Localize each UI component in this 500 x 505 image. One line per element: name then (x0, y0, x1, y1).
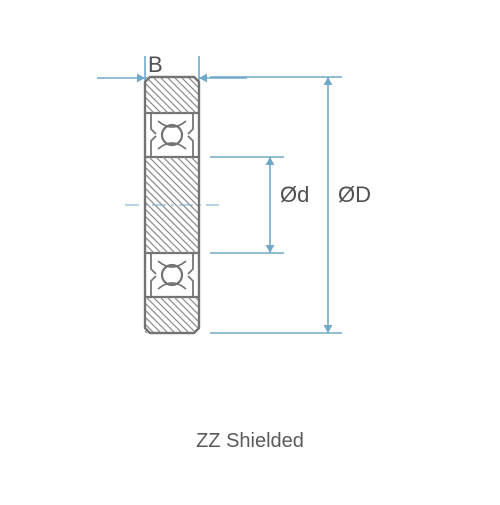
diagram-caption: ZZ Shielded (0, 430, 500, 453)
bearing-diagram: B Ød ØD ZZ Shielded (0, 0, 500, 500)
dim-label-B: B (148, 52, 163, 77)
dim-label-d: Ød (280, 182, 309, 207)
dim-label-D: ØD (338, 182, 371, 207)
bearing-cross-section-svg: B Ød ØD (0, 0, 500, 500)
